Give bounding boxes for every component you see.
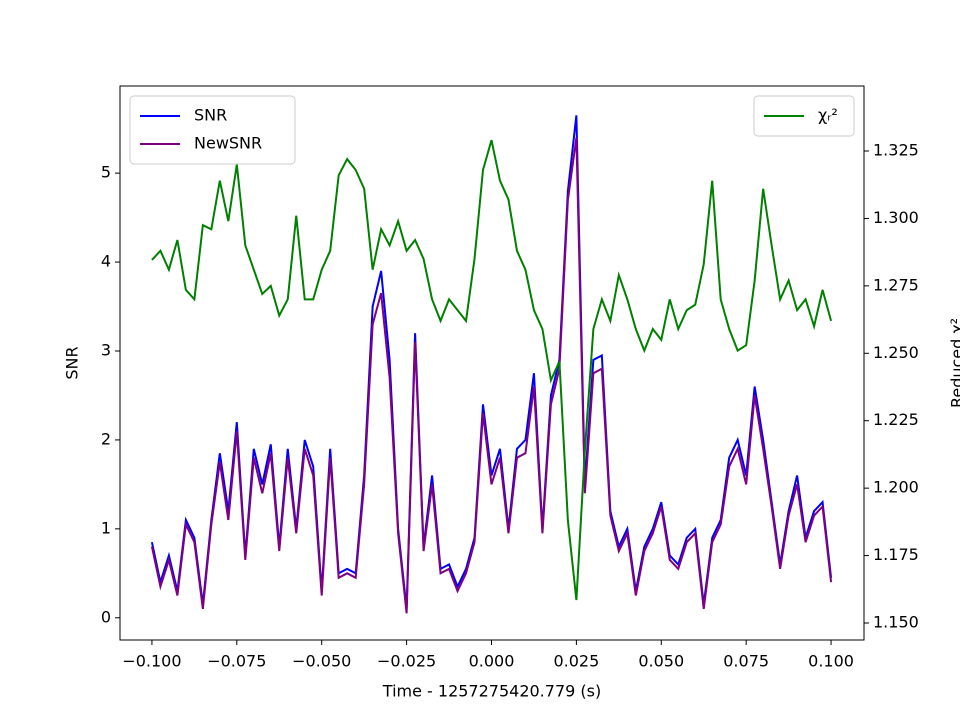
legend-label: SNR (194, 106, 227, 125)
y2-tick-label: 1.225 (873, 410, 919, 429)
y-tick-label: 0 (101, 607, 111, 626)
y-axis-label: SNR (63, 346, 82, 379)
y2-axis-label: Reduced χ² (948, 318, 960, 408)
x-tick-label: 0.050 (638, 652, 684, 671)
y-tick-label: 4 (101, 252, 111, 271)
y-tick-label: 3 (101, 340, 111, 359)
series-line (150, 115, 833, 609)
x-tick-label: 0.100 (808, 652, 854, 671)
y2-tick-label: 1.175 (873, 545, 919, 564)
legend-box (129, 95, 296, 165)
x-tick-label: 0.075 (723, 652, 769, 671)
y-tick-label: 2 (101, 429, 111, 448)
y2-tick-label: 1.250 (873, 343, 919, 362)
legend-label: χᵣ² (818, 106, 838, 125)
x-tick-label: 0.000 (469, 652, 515, 671)
y2-tick-label: 1.200 (873, 478, 919, 497)
y2-tick-label: 1.325 (873, 141, 919, 160)
series-line (150, 137, 833, 614)
plot-frame (119, 85, 865, 641)
y2-tick-label: 1.300 (873, 208, 919, 227)
series-line (151, 139, 833, 601)
x-axis-label: Time - 1257275420.779 (s) (382, 682, 601, 701)
legend-label: NewSNR (194, 134, 262, 153)
x-tick-label: −0.025 (377, 652, 436, 671)
x-tick-label: −0.100 (122, 652, 181, 671)
y2-tick-label: 1.150 (873, 613, 919, 632)
x-tick-label: −0.050 (292, 652, 351, 671)
x-tick-label: 0.025 (553, 652, 599, 671)
y-tick-label: 5 (101, 163, 111, 182)
y2-tick-label: 1.275 (873, 275, 919, 294)
y-tick-label: 1 (101, 518, 111, 537)
x-tick-label: −0.075 (207, 652, 266, 671)
